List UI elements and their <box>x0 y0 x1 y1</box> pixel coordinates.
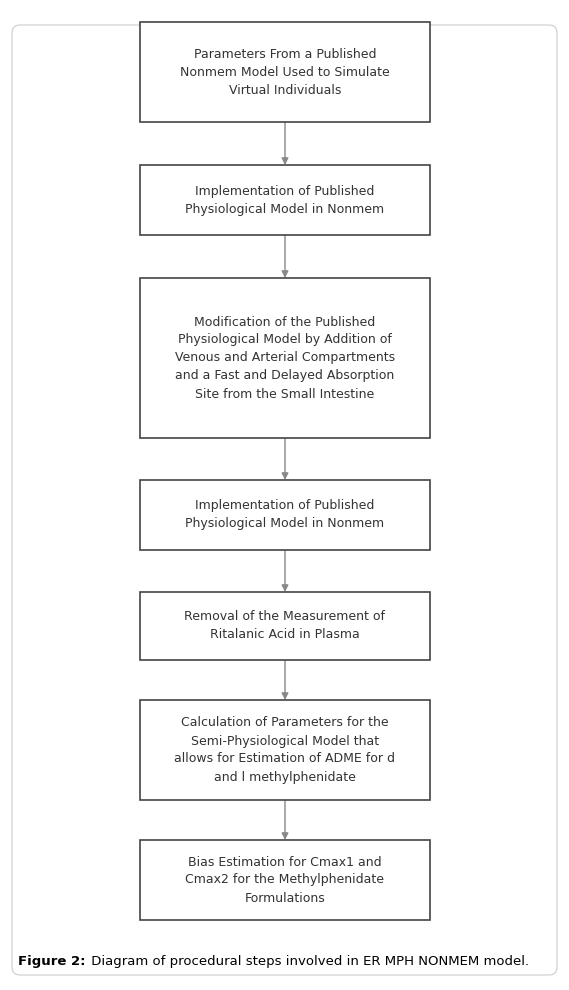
Text: Removal of the Measurement of
Ritalanic Acid in Plasma: Removal of the Measurement of Ritalanic … <box>184 611 386 642</box>
Text: Parameters From a Published
Nonmem Model Used to Simulate
Virtual Individuals: Parameters From a Published Nonmem Model… <box>180 48 390 96</box>
FancyArrowPatch shape <box>282 122 288 163</box>
FancyArrowPatch shape <box>282 550 288 590</box>
Text: Bias Estimation for Cmax1 and
Cmax2 for the Methylphenidate
Formulations: Bias Estimation for Cmax1 and Cmax2 for … <box>185 855 385 905</box>
Bar <box>140 840 430 920</box>
Bar <box>140 22 430 122</box>
Bar <box>140 480 430 550</box>
Text: Diagram of procedural steps involved in ER MPH NONMEM model.: Diagram of procedural steps involved in … <box>88 955 530 968</box>
Text: Modification of the Published
Physiological Model by Addition of
Venous and Arte: Modification of the Published Physiologi… <box>175 316 395 401</box>
Bar <box>140 700 430 800</box>
Text: Figure 2:: Figure 2: <box>18 955 85 968</box>
Bar <box>140 165 430 235</box>
Text: Implementation of Published
Physiological Model in Nonmem: Implementation of Published Physiologica… <box>185 184 385 216</box>
FancyArrowPatch shape <box>282 800 288 839</box>
Text: Implementation of Published
Physiological Model in Nonmem: Implementation of Published Physiologica… <box>185 500 385 531</box>
FancyArrowPatch shape <box>282 660 288 699</box>
Text: Calculation of Parameters for the
Semi-Physiological Model that
allows for Estim: Calculation of Parameters for the Semi-P… <box>175 717 395 783</box>
FancyArrowPatch shape <box>282 438 288 478</box>
Bar <box>140 592 430 660</box>
FancyArrowPatch shape <box>282 235 288 276</box>
Bar <box>140 278 430 438</box>
